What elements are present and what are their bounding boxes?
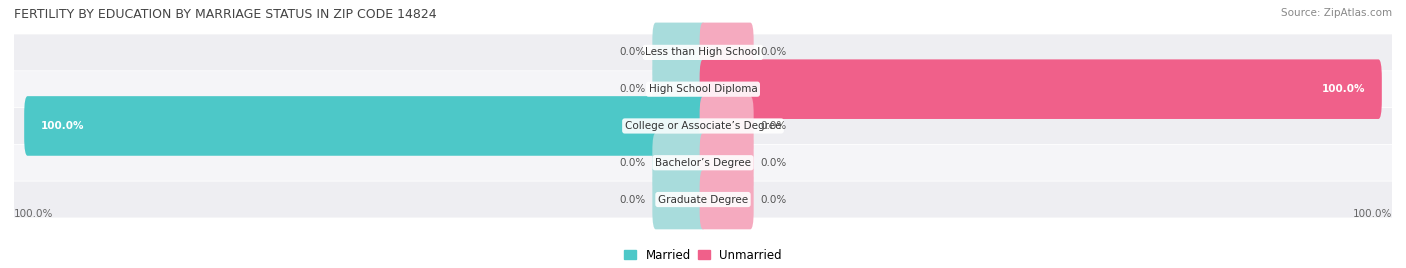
Text: High School Diploma: High School Diploma [648, 84, 758, 94]
Text: 0.0%: 0.0% [619, 84, 645, 94]
Text: 100.0%: 100.0% [1353, 209, 1392, 219]
Text: FERTILITY BY EDUCATION BY MARRIAGE STATUS IN ZIP CODE 14824: FERTILITY BY EDUCATION BY MARRIAGE STATU… [14, 8, 437, 21]
Text: 0.0%: 0.0% [761, 121, 787, 131]
Text: 100.0%: 100.0% [14, 209, 53, 219]
Text: 0.0%: 0.0% [619, 158, 645, 168]
Text: 100.0%: 100.0% [41, 121, 84, 131]
Text: 0.0%: 0.0% [619, 195, 645, 204]
FancyBboxPatch shape [700, 96, 754, 156]
FancyBboxPatch shape [652, 23, 706, 82]
Text: Source: ZipAtlas.com: Source: ZipAtlas.com [1281, 8, 1392, 18]
FancyBboxPatch shape [652, 170, 706, 229]
FancyBboxPatch shape [14, 71, 1392, 107]
FancyBboxPatch shape [24, 96, 706, 156]
FancyBboxPatch shape [14, 145, 1392, 181]
FancyBboxPatch shape [700, 170, 754, 229]
FancyBboxPatch shape [700, 59, 1382, 119]
Text: 0.0%: 0.0% [761, 47, 787, 57]
FancyBboxPatch shape [700, 23, 754, 82]
Text: 0.0%: 0.0% [619, 47, 645, 57]
Text: Less than High School: Less than High School [645, 47, 761, 57]
FancyBboxPatch shape [652, 133, 706, 192]
FancyBboxPatch shape [14, 108, 1392, 144]
FancyBboxPatch shape [700, 133, 754, 192]
FancyBboxPatch shape [652, 59, 706, 119]
FancyBboxPatch shape [14, 34, 1392, 70]
Text: College or Associate’s Degree: College or Associate’s Degree [624, 121, 782, 131]
FancyBboxPatch shape [14, 181, 1392, 218]
Text: 0.0%: 0.0% [761, 158, 787, 168]
Text: Graduate Degree: Graduate Degree [658, 195, 748, 204]
Text: Bachelor’s Degree: Bachelor’s Degree [655, 158, 751, 168]
Legend: Married, Unmarried: Married, Unmarried [620, 244, 786, 266]
Text: 0.0%: 0.0% [761, 195, 787, 204]
Text: 100.0%: 100.0% [1322, 84, 1365, 94]
